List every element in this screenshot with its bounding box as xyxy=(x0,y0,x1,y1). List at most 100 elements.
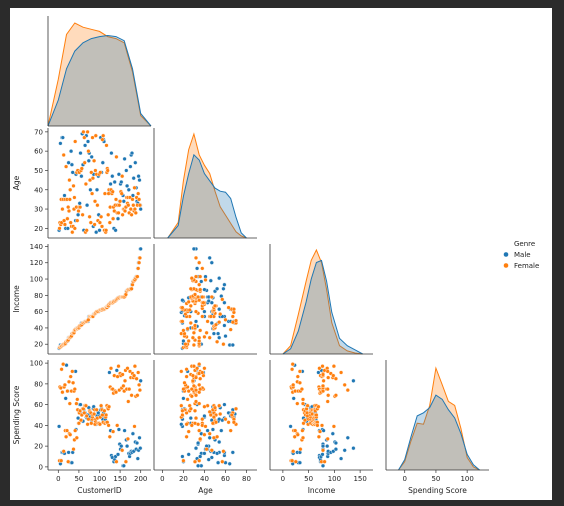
x-tick-label: 0 xyxy=(160,475,164,483)
scatter-point-male xyxy=(138,378,143,383)
scatter-point-female xyxy=(131,373,137,378)
scatter-point-female xyxy=(62,222,67,227)
scatter-point-male xyxy=(230,342,235,348)
scatter-point-female xyxy=(231,307,236,312)
scatter-point-male xyxy=(202,287,207,292)
scatter-point-female xyxy=(290,367,295,372)
scatter-point-female xyxy=(325,369,330,374)
y-tick-label: 80 xyxy=(34,380,43,388)
scatter-point-female xyxy=(180,408,185,413)
scatter-point-female xyxy=(193,388,199,393)
scatter-point-female xyxy=(136,191,141,196)
scatter-point-female xyxy=(72,226,77,231)
y-tick-label: 60 xyxy=(34,148,43,156)
scatter-point-female xyxy=(184,422,189,427)
scatter-point-female xyxy=(188,406,193,411)
scatter-point-female xyxy=(198,387,203,392)
scatter-point-female xyxy=(193,416,199,421)
scatter-point-male xyxy=(63,396,68,401)
scatter-point-male xyxy=(79,174,84,179)
scatter-point-male xyxy=(100,160,105,165)
scatter-point-female xyxy=(89,170,94,175)
panel-spending-score-vs-age: 0 20 40 60 80 Age xyxy=(153,360,257,495)
kde-fill-female-income xyxy=(282,250,363,354)
scatter-point-female xyxy=(131,203,136,208)
scatter-point-female xyxy=(71,447,76,452)
scatter-point-female xyxy=(117,203,122,208)
scatter-point-female xyxy=(213,322,219,327)
scatter-point-male xyxy=(217,417,222,422)
scatter-point-female xyxy=(125,436,130,441)
scatter-point-female xyxy=(86,417,91,422)
scatter-point-male xyxy=(320,463,326,468)
scatter-point-female xyxy=(128,207,133,212)
scatter-point-female xyxy=(67,178,72,183)
scatter-point-male xyxy=(122,428,127,433)
scatter-point-female xyxy=(73,428,78,433)
scatter-point-male xyxy=(75,212,81,217)
scatter-point-female xyxy=(179,369,184,374)
scatter-point-male xyxy=(316,370,321,375)
scatter-point-female xyxy=(103,228,109,233)
x-tick-label: 0 xyxy=(56,475,60,483)
scatter-point-female xyxy=(116,210,121,215)
scatter-point-female xyxy=(189,394,194,399)
scatter-point-female xyxy=(61,362,66,367)
scatter-point-male xyxy=(209,260,214,265)
kde-fill-female-customerid xyxy=(48,23,151,126)
scatter-point-male xyxy=(217,307,222,312)
scatter-point-female xyxy=(191,330,196,335)
scatter-point-female xyxy=(123,459,128,464)
panel-spending-score-vs-income: 0 50 100 150 Income xyxy=(269,360,373,495)
scatter-point-female xyxy=(195,366,200,371)
scatter-point-female xyxy=(61,449,66,454)
scatter-point-male xyxy=(94,187,100,192)
y-tick-label: 40 xyxy=(34,186,43,194)
x-tick-label: 0 xyxy=(281,475,285,483)
scatter-point-female xyxy=(99,224,105,229)
scatter-point-female xyxy=(83,181,88,187)
scatter-point-female xyxy=(315,423,320,428)
scatter-point-female xyxy=(68,220,73,225)
scatter-point-male xyxy=(330,431,335,436)
scatter-point-female xyxy=(77,205,83,210)
scatter-point-female xyxy=(93,168,98,173)
scatter-point-male xyxy=(288,424,293,429)
x-tick-label: 0 xyxy=(402,475,406,483)
scatter-point-male xyxy=(222,282,227,287)
scatter-point-female xyxy=(137,388,142,393)
scatter-point-female xyxy=(302,418,308,423)
scatter-point-male xyxy=(207,255,212,260)
scatter-point-male xyxy=(215,286,220,291)
scatter-point-female xyxy=(66,205,71,210)
scatter-point-female xyxy=(293,428,298,433)
scatter-point-female xyxy=(200,417,205,422)
scatter-point-female xyxy=(189,423,194,428)
scatter-point-female xyxy=(205,319,210,324)
y-tick-label: 20 xyxy=(34,341,43,349)
scatter-point-female xyxy=(320,364,325,369)
kde-fill-male-customerid xyxy=(48,35,151,126)
scatter-point-female xyxy=(122,378,128,383)
panel-age-vs-customerid: 20 30 40 50 60 70 Age xyxy=(12,128,151,239)
scatter-point-female xyxy=(61,218,67,223)
scatter-point-female xyxy=(300,401,306,406)
scatter-point-female xyxy=(322,459,327,464)
scatter-point-female xyxy=(221,449,226,454)
x-tick-label: 200 xyxy=(134,475,147,483)
scatter-point-female xyxy=(97,220,102,225)
scatter-point-female xyxy=(81,129,86,134)
scatter-point-female xyxy=(197,428,202,433)
scatter-point-female xyxy=(191,342,196,348)
scatter-point-female xyxy=(295,401,300,406)
x-axis-label-spending-score: Spending Score xyxy=(408,486,467,495)
scatter-point-female xyxy=(186,338,191,344)
y-tick-label: 40 xyxy=(34,324,43,332)
scatter-point-female xyxy=(198,287,203,292)
scatter-point-female xyxy=(203,277,208,282)
scatter-point-female xyxy=(197,282,202,287)
scatter-point-female xyxy=(321,378,326,383)
scatter-point-female xyxy=(295,374,300,379)
scatter-point-male xyxy=(320,444,326,449)
scatter-point-female xyxy=(180,305,185,310)
